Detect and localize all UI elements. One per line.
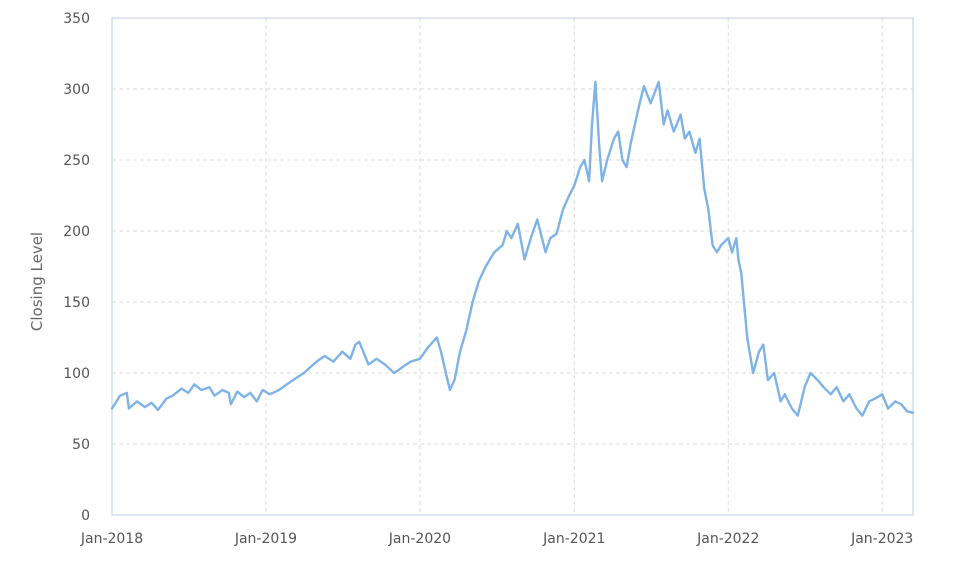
series-layer [110,80,915,417]
plot-area-border [111,17,914,516]
x-tick-label: Jan-2019 [234,531,297,547]
y-tick-label: 50 [72,437,90,453]
x-tick-label: Jan-2022 [696,531,759,547]
x-tick-label: Jan-2020 [388,531,451,547]
y-tick-label: 100 [63,366,90,382]
y-axis-ticks: 0 50 100 150 200 250 300 350 [63,11,90,524]
y-tick-label: 350 [63,11,90,27]
y-tick-label: 250 [63,153,90,169]
x-tick-label: Jan-2018 [80,531,143,547]
series-line [110,80,915,417]
x-tick-label: Jan-2023 [850,531,913,547]
y-tick-label: 150 [63,295,90,311]
grid-lines [112,17,913,515]
y-tick-label: 300 [63,82,90,98]
y-axis-title: Closing Level [28,232,46,331]
x-tick-label: Jan-2021 [542,531,605,547]
x-axis-ticks: Jan-2018 Jan-2019 Jan-2020 Jan-2021 Jan-2022… [80,531,913,547]
y-tick-label: 200 [63,224,90,240]
y-tick-label: 0 [81,508,90,524]
